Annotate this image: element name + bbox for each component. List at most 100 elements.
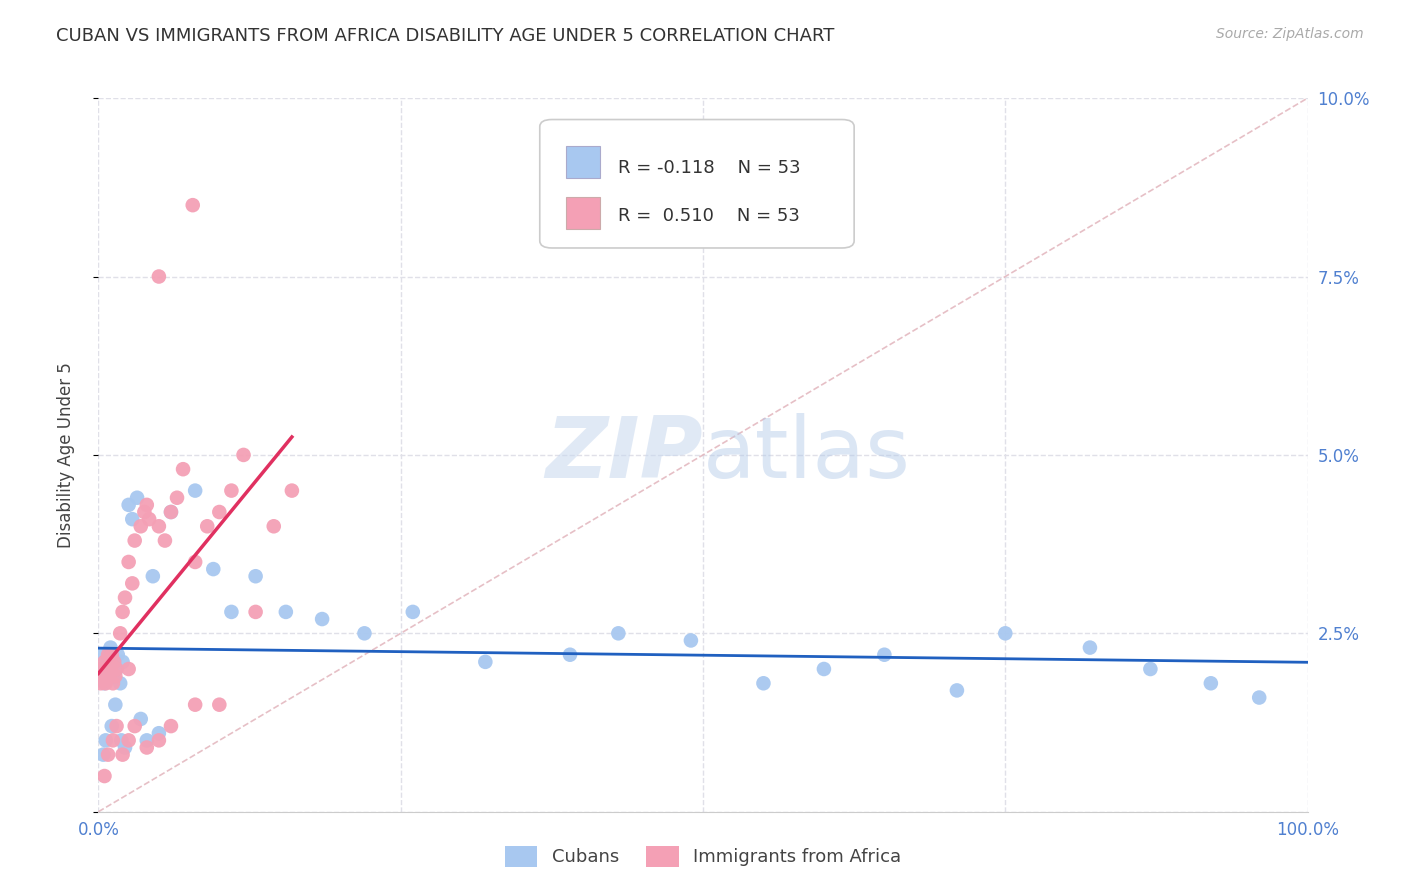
Point xyxy=(91,747,114,762)
Point xyxy=(111,747,134,762)
Point xyxy=(105,662,128,676)
Point xyxy=(160,719,183,733)
Point xyxy=(181,198,204,212)
Point xyxy=(94,662,117,676)
Point xyxy=(679,633,702,648)
Point xyxy=(221,605,243,619)
Point xyxy=(100,648,122,662)
Point xyxy=(98,669,121,683)
Point xyxy=(100,640,122,655)
Point xyxy=(97,655,120,669)
Point xyxy=(245,569,267,583)
Point xyxy=(108,676,131,690)
Point xyxy=(101,733,124,747)
Point xyxy=(96,669,118,683)
Point xyxy=(97,747,120,762)
Point xyxy=(1078,640,1101,655)
Point xyxy=(94,733,117,747)
Point xyxy=(135,733,157,747)
Bar xyxy=(567,146,600,178)
Point xyxy=(93,655,115,669)
Point xyxy=(208,698,231,712)
Point xyxy=(93,676,115,690)
Point xyxy=(148,733,170,747)
Point xyxy=(93,769,115,783)
Point xyxy=(148,519,170,533)
Point xyxy=(96,662,118,676)
Point xyxy=(100,662,122,676)
Legend: Cubans, Immigrants from Africa: Cubans, Immigrants from Africa xyxy=(498,838,908,874)
FancyBboxPatch shape xyxy=(540,120,855,248)
Point xyxy=(90,662,112,676)
Point xyxy=(100,655,122,669)
Point xyxy=(118,733,141,747)
Point xyxy=(195,519,218,533)
Point xyxy=(142,569,165,583)
Text: R =  0.510    N = 53: R = 0.510 N = 53 xyxy=(619,207,800,225)
Point xyxy=(274,605,297,619)
Point xyxy=(135,498,157,512)
Point xyxy=(202,562,225,576)
Point xyxy=(91,662,114,676)
Point xyxy=(1249,690,1271,705)
Point xyxy=(105,662,128,676)
Point xyxy=(1199,676,1222,690)
Point xyxy=(558,648,581,662)
Point xyxy=(98,648,121,662)
Point xyxy=(129,712,152,726)
Point xyxy=(118,555,141,569)
Point xyxy=(111,605,134,619)
Point xyxy=(124,533,146,548)
Point xyxy=(184,555,207,569)
Point xyxy=(127,491,149,505)
Point xyxy=(281,483,304,498)
Point xyxy=(121,512,143,526)
Point xyxy=(103,655,125,669)
Bar xyxy=(567,197,600,229)
Point xyxy=(135,740,157,755)
Point xyxy=(148,269,170,284)
Point xyxy=(134,505,156,519)
Point xyxy=(110,733,132,747)
Y-axis label: Disability Age Under 5: Disability Age Under 5 xyxy=(56,362,75,548)
Point xyxy=(114,740,136,755)
Point xyxy=(172,462,194,476)
Point xyxy=(138,512,160,526)
Point xyxy=(108,626,131,640)
Point xyxy=(160,505,183,519)
Point xyxy=(311,612,333,626)
Point xyxy=(752,676,775,690)
Point xyxy=(107,648,129,662)
Point xyxy=(263,519,285,533)
Point xyxy=(129,519,152,533)
Point xyxy=(148,726,170,740)
Point xyxy=(153,533,176,548)
Point xyxy=(114,591,136,605)
Point xyxy=(994,626,1017,640)
Point xyxy=(118,498,141,512)
Point xyxy=(166,491,188,505)
Point xyxy=(103,655,125,669)
Point xyxy=(100,662,122,676)
Point xyxy=(160,505,183,519)
Text: atlas: atlas xyxy=(703,413,911,497)
Text: R = -0.118    N = 53: R = -0.118 N = 53 xyxy=(619,160,801,178)
Text: Source: ZipAtlas.com: Source: ZipAtlas.com xyxy=(1216,27,1364,41)
Text: CUBAN VS IMMIGRANTS FROM AFRICA DISABILITY AGE UNDER 5 CORRELATION CHART: CUBAN VS IMMIGRANTS FROM AFRICA DISABILI… xyxy=(56,27,835,45)
Point xyxy=(946,683,969,698)
Point xyxy=(118,662,141,676)
Point xyxy=(104,698,127,712)
Text: ZIP: ZIP xyxy=(546,413,703,497)
Point xyxy=(221,483,243,498)
Point xyxy=(90,676,112,690)
Point xyxy=(105,719,128,733)
Point xyxy=(402,605,425,619)
Point xyxy=(91,648,114,662)
Point xyxy=(1139,662,1161,676)
Point xyxy=(100,719,122,733)
Point xyxy=(101,669,124,683)
Point xyxy=(101,676,124,690)
Point xyxy=(232,448,254,462)
Point xyxy=(111,655,134,669)
Point xyxy=(873,648,896,662)
